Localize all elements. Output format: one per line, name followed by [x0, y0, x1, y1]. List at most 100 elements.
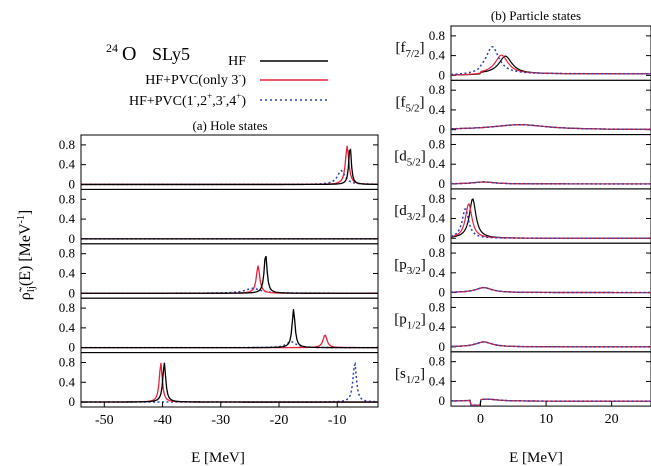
y-tick-label: 0: [69, 176, 76, 191]
series-line-pvcall: [81, 361, 379, 403]
series-line-pvc3: [450, 54, 651, 76]
series-line-pvcall: [81, 169, 379, 186]
series-line-hf: [81, 255, 378, 294]
series-line-hf: [81, 148, 379, 186]
x-tick-label: 20: [605, 412, 619, 427]
panel-frame: [450, 134, 651, 190]
panel-frame: [80, 297, 379, 354]
series-line-pvcall: [450, 208, 651, 239]
series-line-pvcall: [450, 45, 651, 76]
y-tick-label: 0.4: [429, 319, 446, 334]
y-tick-label: 0.4: [429, 211, 446, 226]
y-tick-label: 0: [69, 231, 76, 246]
series-line-pvc3: [81, 265, 378, 294]
svg-text:ρ̃lj(E) [MeV-1]: ρ̃lj(E) [MeV-1]: [16, 210, 37, 300]
x-tick-label: -50: [95, 413, 114, 428]
state-label: [p1/2]: [394, 312, 426, 332]
hole-panel: 0 0.4 0.8: [59, 134, 379, 191]
y-tick-label: 0: [439, 67, 446, 82]
particle-x-axis-label: E [MeV]: [509, 450, 563, 466]
series-line-pvcall: [450, 123, 651, 131]
y-tick-label: 0.4: [429, 265, 446, 280]
y-tick-label: 0: [439, 285, 446, 300]
hole-x-axis-label: E [MeV]: [191, 450, 245, 466]
legend-label-pvcall: HF+PVC(1-,2+,3-,4+): [129, 91, 246, 109]
y-tick-label: 0: [439, 393, 446, 408]
particle-panel: 0 0.4 0.8 [s1/2]: [395, 351, 651, 408]
series-line-pvc3: [450, 202, 651, 239]
y-tick-label: 0: [69, 394, 76, 409]
nucleus-title: 24 O SLy5: [106, 41, 190, 65]
series-line-pvcall: [450, 398, 651, 406]
panel-frame: [450, 297, 651, 353]
hole-panels: 00.40.800.40.800.40.800.40.800.40.8-50 -4…: [59, 134, 379, 428]
y-tick-label: 0.8: [59, 246, 75, 261]
x-tick-label: -40: [153, 413, 172, 428]
y-tick-label: 0.8: [429, 28, 445, 43]
y-tick-label: 0.4: [59, 157, 76, 172]
y-axis-label: ρ̃lj(E) [MeV-1]: [16, 210, 37, 300]
hole-panel: 0 0.4 0.8: [59, 297, 379, 355]
x-tick-label: -30: [211, 413, 230, 428]
legend: HF HF+PVC(only 3-) HF+PVC(1-,2+,3-,4+): [129, 54, 328, 109]
y-tick-label: 0.8: [59, 300, 75, 315]
particle-panel: 0 0.4 0.8[p3/2]: [394, 242, 651, 300]
state-label: [f7/2]: [395, 40, 424, 60]
y-tick-label: 0.8: [429, 136, 445, 151]
series-line-hf: [81, 362, 378, 403]
x-tick-label: -10: [328, 413, 347, 428]
x-tick-label: 10: [539, 412, 553, 427]
x-tick-label: 0: [477, 412, 484, 427]
y-tick-label: 0.8: [429, 354, 445, 369]
legend-label-pvc3: HF+PVC(only 3-): [145, 70, 246, 88]
particle-panel: 0 0.4 0.8[d5/2]: [394, 134, 651, 191]
panel-frame: [450, 242, 651, 298]
y-tick-label: 0.8: [429, 245, 445, 260]
series-line-pvcall: [450, 341, 651, 348]
series-line-pvcall: [450, 181, 651, 185]
y-tick-label: 0.4: [59, 374, 76, 389]
force-name: SLy5: [152, 44, 190, 64]
series-line-hf: [81, 309, 378, 349]
y-tick-label: 0.8: [59, 191, 75, 206]
y-tick-label: 0: [69, 285, 76, 300]
y-tick-label: 0.4: [429, 156, 446, 171]
particle-states-title: (b) Particle states: [491, 8, 581, 23]
series-line-hf: [450, 198, 651, 239]
y-tick-label: 0: [439, 230, 446, 245]
y-tick-label: 0.4: [429, 48, 446, 63]
y-tick-label: 0.8: [429, 299, 445, 314]
y-tick-label: 0.8: [429, 191, 445, 206]
y-tick-label: 0: [439, 176, 446, 191]
series-line-pvc3: [81, 145, 379, 186]
y-tick-label: 0.4: [59, 211, 76, 226]
y-tick-label: 0.4: [59, 265, 76, 280]
y-tick-label: 0.4: [429, 373, 446, 388]
hole-panel: 0 0.4 0.8: [59, 188, 379, 246]
x-tick-label: -20: [270, 413, 289, 428]
series-line-pvcall: [450, 286, 651, 294]
particle-panel: 0 0.4 0.8[d3/2]: [394, 188, 651, 245]
particle-panels: 00.40.8[f7/2]00.40.8[f5/2]00.40.8[d5/2]0…: [394, 25, 651, 427]
legend-label-hf: HF: [228, 54, 246, 69]
panel-frame: [80, 243, 379, 299]
particle-panel: 0 0.4 0.8[p1/2]: [394, 297, 651, 354]
hole-panel: 0 0.4 0.8: [59, 352, 379, 409]
y-tick-label: 0.4: [429, 102, 446, 117]
state-label: [p3/2]: [394, 257, 426, 277]
hole-states-title: (a) Hole states: [192, 118, 267, 133]
y-tick-label: 0.8: [59, 354, 75, 369]
state-label: [s1/2]: [395, 366, 425, 386]
mass-number: 24: [106, 41, 118, 55]
particle-panel: 0 0.4 0.8 [f5/2]: [395, 79, 651, 137]
panel-frame: [80, 188, 379, 245]
particle-panel: 0 0.4 0.8 [f7/2]: [395, 25, 651, 82]
nucleus-symbol: O: [122, 43, 136, 65]
y-tick-label: 0: [439, 339, 446, 354]
y-tick-label: 0: [439, 122, 446, 137]
hole-panel: 0 0.4 0.8: [59, 243, 379, 300]
state-label: [d5/2]: [394, 149, 426, 169]
panel-frame: [80, 352, 379, 408]
y-tick-label: 0.8: [429, 82, 445, 97]
